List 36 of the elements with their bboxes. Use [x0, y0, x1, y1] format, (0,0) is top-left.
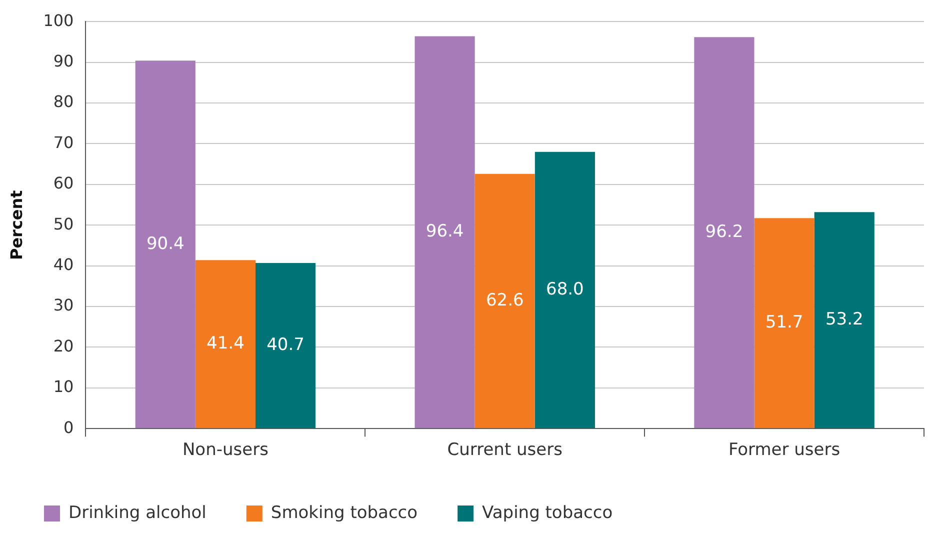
- data-label: 51.7: [765, 312, 804, 333]
- y-tick-label: 60: [53, 174, 74, 193]
- x-tick-label: Former users: [728, 440, 840, 460]
- legend-label: Vaping tobacco: [482, 502, 613, 523]
- y-tick-label: 30: [53, 296, 74, 315]
- y-axis-title: Percent: [6, 190, 26, 260]
- y-tick-label: 50: [53, 214, 74, 234]
- y-tick-label: 90: [53, 51, 74, 70]
- y-tick-label: 0: [64, 418, 74, 437]
- bar: [255, 262, 316, 428]
- bar: [195, 260, 256, 428]
- bar: [534, 152, 595, 428]
- bar: [814, 212, 874, 428]
- legend-label: Smoking tobacco: [270, 502, 418, 523]
- data-label: 40.7: [266, 334, 304, 355]
- bar: [754, 218, 814, 428]
- y-tick-label: 40: [53, 254, 74, 274]
- legend-label: Drinking alcohol: [68, 502, 206, 523]
- data-label: 90.4: [146, 234, 184, 254]
- bar: [135, 60, 196, 428]
- x-tick-label: Current users: [447, 440, 563, 460]
- y-tick-label: 10: [53, 377, 74, 396]
- y-tick-label: 20: [53, 336, 74, 356]
- data-label: 53.2: [825, 310, 864, 330]
- data-label: 41.4: [206, 334, 244, 354]
- y-tick-label: 100: [43, 10, 74, 30]
- y-tick-label: 70: [53, 132, 74, 152]
- data-label: 68.0: [546, 279, 584, 300]
- bar: [414, 36, 475, 428]
- y-tick-label: 80: [53, 92, 74, 112]
- data-label: 96.2: [705, 222, 744, 242]
- data-label: 96.4: [426, 222, 464, 242]
- bar: [474, 174, 535, 428]
- x-tick-label: Non-users: [182, 440, 269, 460]
- data-label: 62.6: [486, 290, 524, 310]
- bar: [694, 37, 754, 428]
